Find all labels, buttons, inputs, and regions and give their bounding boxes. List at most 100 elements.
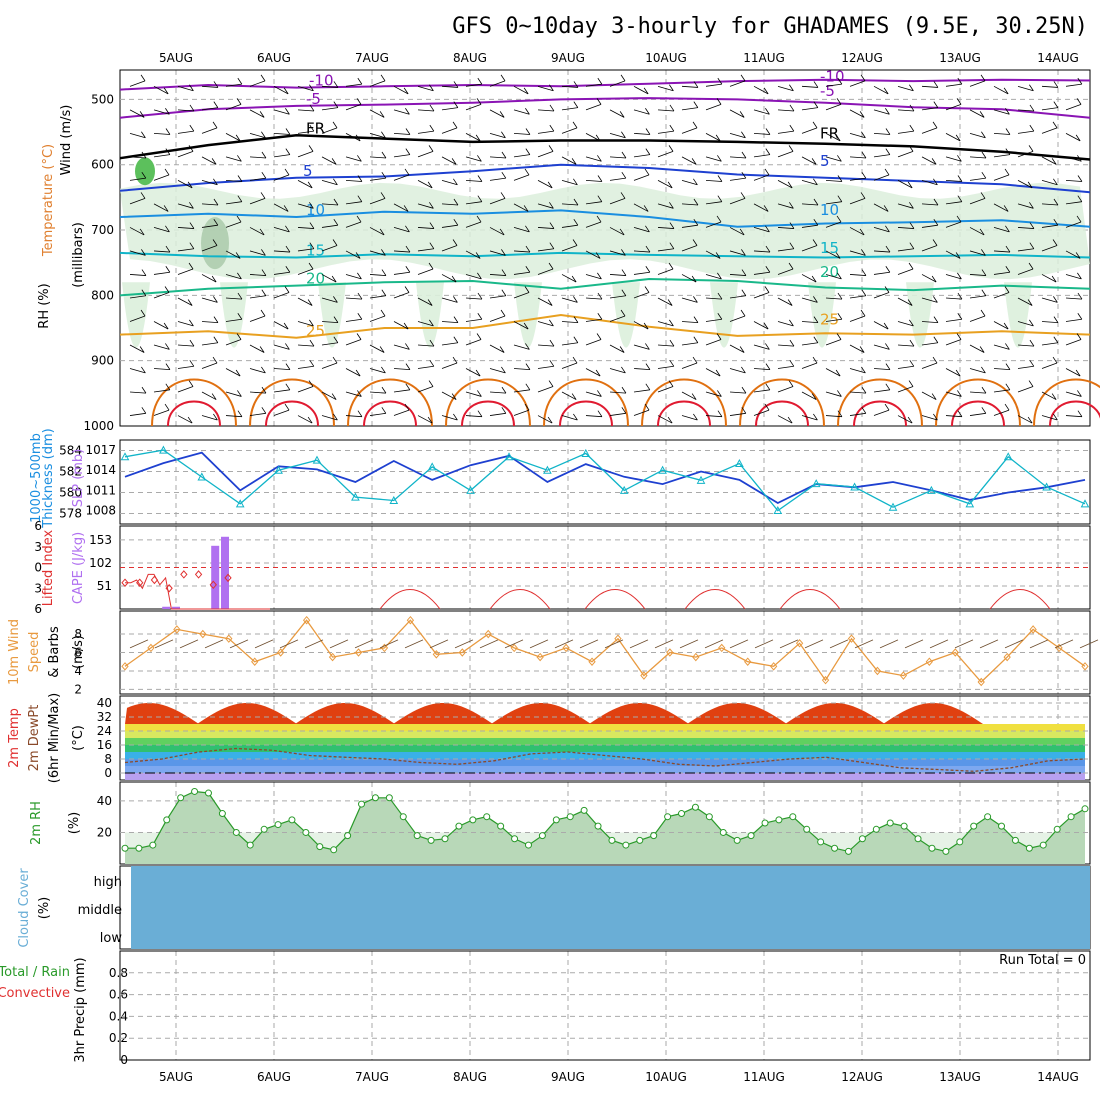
wind-barb-flag [668, 380, 674, 387]
wind-barb [921, 297, 938, 303]
wind-barb-flag [787, 299, 793, 306]
top-date-label: 11AUG [743, 51, 785, 65]
wind-barb-flag [621, 131, 626, 138]
wind-barb [897, 386, 914, 393]
wind-barb-flag [837, 195, 843, 202]
wind-barb [753, 321, 769, 330]
wind-barb [753, 85, 769, 95]
wind-barb-flag [308, 145, 314, 152]
wind-speed-marker [147, 643, 155, 653]
wind-barb [273, 292, 290, 299]
wind-barb-flag [837, 292, 843, 300]
wind-barb-flag [309, 339, 315, 347]
wind-barb [561, 156, 577, 165]
wind-barb-flag [740, 74, 746, 82]
panel-frame [119, 69, 1091, 427]
wind-barb [921, 180, 938, 186]
wind-barb [801, 180, 818, 186]
wind-barb [1041, 362, 1058, 369]
cape-tick-label: 153 [89, 533, 112, 547]
wind-barb-flag [189, 360, 195, 367]
wind-barb-flag [1076, 333, 1082, 340]
wind-barb [129, 156, 146, 159]
slp-marker [504, 452, 514, 461]
wind-barb-flag [308, 380, 314, 387]
wind-barb [441, 107, 458, 111]
wind-speed-line [124, 619, 1086, 683]
temp-minmax-label: (6hr Min/Max) [47, 693, 62, 783]
wind-speed-marker [536, 652, 544, 662]
wind-barb-flag [813, 413, 818, 421]
wind-barb-flag [572, 356, 578, 364]
li-tick-label: 0 [34, 561, 42, 575]
wind-barb-flag [741, 131, 746, 138]
wind-barb [849, 344, 865, 353]
wind-barb [1041, 107, 1058, 111]
wind-barb [801, 107, 818, 111]
rh-marker [358, 800, 366, 808]
wind-barb-flag [525, 225, 530, 233]
panel-frame [119, 439, 1091, 525]
wind-tick-label: 4 [74, 664, 82, 678]
lifted-index-marker [180, 570, 188, 579]
wind-barb-flag [765, 343, 770, 350]
wind-barb [369, 368, 386, 374]
rh-marker [497, 822, 505, 830]
wind-barb-flag [405, 383, 411, 391]
wind-barb [417, 365, 434, 369]
wind-barb [633, 368, 650, 371]
thickness-axis-label: Thickness (dm) [41, 428, 56, 528]
wind-barb-flag [261, 269, 267, 276]
wind-barb [1041, 321, 1058, 324]
slp-marker [427, 462, 437, 471]
wind-barb-flag [883, 205, 889, 212]
lifted-index-marker [224, 573, 232, 583]
wind-barb [561, 127, 578, 134]
wind-barb-flag [357, 272, 362, 280]
wind-barb [513, 174, 530, 181]
wind-barb-flag [645, 245, 651, 253]
wind-barb [777, 386, 794, 393]
wind-barb [801, 224, 818, 228]
wind-barb-flag [979, 346, 985, 353]
wind-barb-flag [501, 407, 507, 414]
surface-wind-barb [729, 639, 749, 649]
wind-barb [297, 365, 314, 369]
wind-barb [321, 180, 338, 186]
rh-marker [719, 828, 727, 836]
temp-tick-label: 16 [97, 738, 112, 752]
rh-tick-label: 20 [97, 825, 112, 839]
temp-unit-label: (°C) [71, 725, 86, 751]
cloud-title-label: Cloud Cover [17, 868, 32, 948]
wind-barb [129, 109, 145, 118]
rh-marker [469, 816, 477, 824]
wind-barb-flag [980, 74, 986, 82]
surface-wind-barb [204, 639, 224, 649]
slp-marker [927, 485, 936, 494]
bottom-date-label: 11AUG [743, 1070, 785, 1084]
wind-barb-flag [643, 322, 649, 330]
wind-barb [1041, 297, 1058, 303]
wind-barb [273, 174, 290, 181]
wind-barb-flag [1005, 225, 1010, 233]
temp-tick-label: 24 [97, 724, 112, 738]
temp-tick-label: 32 [97, 710, 112, 724]
wind-barb-flag [164, 168, 170, 176]
wind-barb [729, 132, 746, 139]
wind-barb [705, 156, 722, 162]
wind-barb [561, 107, 578, 111]
wind-barb-flag [548, 145, 554, 152]
wind-barb-flag [405, 266, 411, 273]
wind-barb [153, 132, 170, 135]
wind-barb-flag [139, 111, 145, 118]
wind-barb [801, 297, 818, 303]
wind-barb-flag [1077, 313, 1083, 320]
wind-barb-flag [499, 228, 505, 236]
wind-barb [417, 227, 434, 229]
wind-barb [945, 133, 961, 142]
wind-barb-flag [813, 336, 819, 343]
wind-barb-flag [428, 380, 434, 387]
slp-marker [159, 445, 168, 454]
rh-marker [886, 819, 894, 827]
wind-barb [705, 133, 721, 142]
